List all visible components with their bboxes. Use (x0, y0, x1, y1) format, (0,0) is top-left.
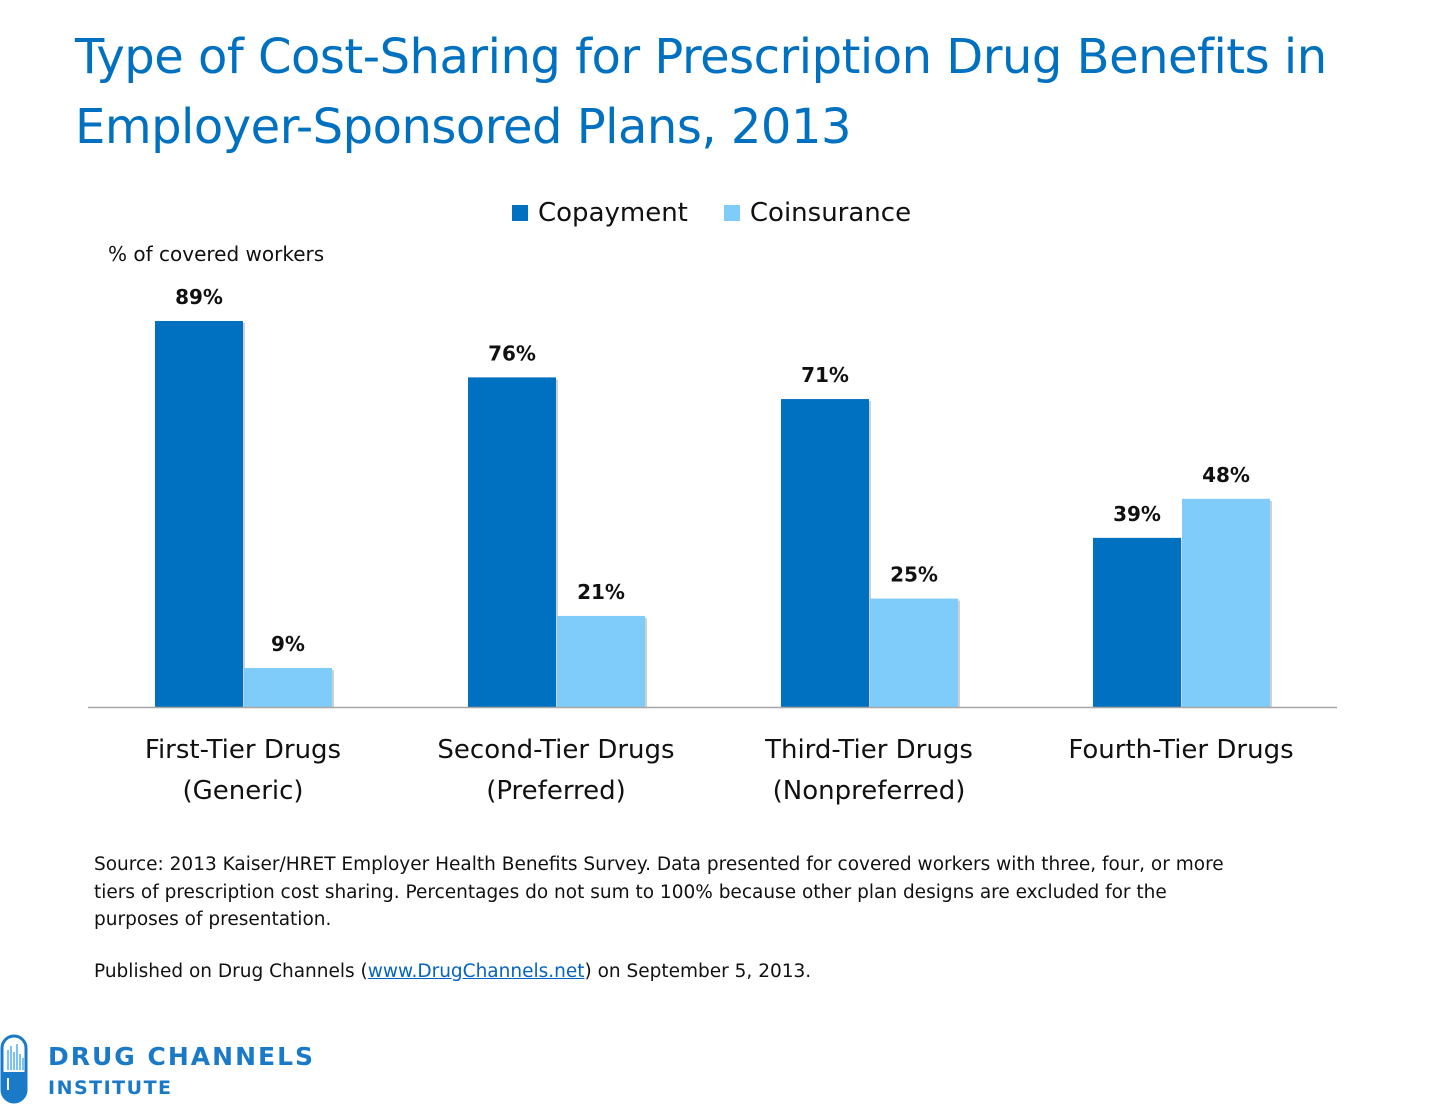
data-label: 9% (271, 632, 305, 656)
bar-coinsurance (870, 598, 958, 707)
category-label-line: (Generic) (182, 776, 304, 806)
bar-copayment (155, 321, 243, 707)
bar-copayment (468, 377, 556, 707)
y-axis-label: % of covered workers (108, 242, 325, 266)
data-label: 25% (890, 563, 938, 587)
category-label-line: (Nonpreferred) (772, 776, 966, 806)
category-label: Third-Tier Drugs (Nonpreferred) (719, 730, 1019, 812)
category-label-line: Fourth-Tier Drugs (1068, 735, 1294, 765)
data-label: 48% (1202, 463, 1250, 487)
drugchannels-link[interactable]: www.DrugChannels.net (367, 961, 585, 982)
data-label: 71% (801, 363, 849, 387)
published-note: Published on Drug Channels (www.DrugChan… (94, 961, 811, 982)
logo: DRUG CHANNELS INSTITUTE (0, 1034, 313, 1104)
bar-chart: 89% 76% 71% 39% 9% 21% 25% 48% (88, 285, 1337, 709)
legend-label-coinsurance: Coinsurance (749, 198, 912, 228)
data-label: 76% (488, 341, 536, 365)
legend-swatch-copayment (512, 205, 528, 221)
data-label: 39% (1113, 502, 1161, 526)
published-after: ) on September 5, 2013. (584, 961, 812, 982)
legend-item-coinsurance: Coinsurance (723, 198, 912, 228)
bar-coinsurance (557, 615, 645, 707)
bar-copayment (1093, 537, 1181, 707)
category-label-line: First-Tier Drugs (144, 735, 342, 765)
legend-swatch-coinsurance (723, 205, 740, 221)
bar-copayment (781, 399, 869, 707)
category-label: First-Tier Drugs (Generic) (93, 730, 393, 812)
legend: Copayment Coinsurance (512, 198, 911, 228)
category-label-line: Second-Tier Drugs (437, 735, 675, 765)
bar-coinsurance (1182, 498, 1270, 707)
legend-item-copayment: Copayment (512, 198, 688, 228)
data-label: 21% (577, 580, 625, 604)
logo-text-line2: INSTITUTE (48, 1077, 173, 1099)
logo-text-line1: DRUG CHANNELS (48, 1042, 316, 1071)
published-before: Published on Drug Channels ( (94, 961, 368, 982)
bar-coinsurance (244, 667, 332, 707)
category-label: Fourth-Tier Drugs (1031, 730, 1331, 771)
category-label-line: Third-Tier Drugs (765, 735, 973, 765)
category-label-line: (Preferred) (486, 776, 626, 806)
chart-title: Type of Cost-Sharing for Prescription Dr… (75, 29, 1327, 155)
source-note: Source: 2013 Kaiser/HRET Employer Health… (94, 854, 1224, 930)
data-label: 89% (175, 285, 223, 309)
pill-icon (0, 1034, 28, 1104)
legend-label-copayment: Copayment (538, 198, 688, 228)
category-label: Second-Tier Drugs (Preferred) (406, 730, 706, 812)
